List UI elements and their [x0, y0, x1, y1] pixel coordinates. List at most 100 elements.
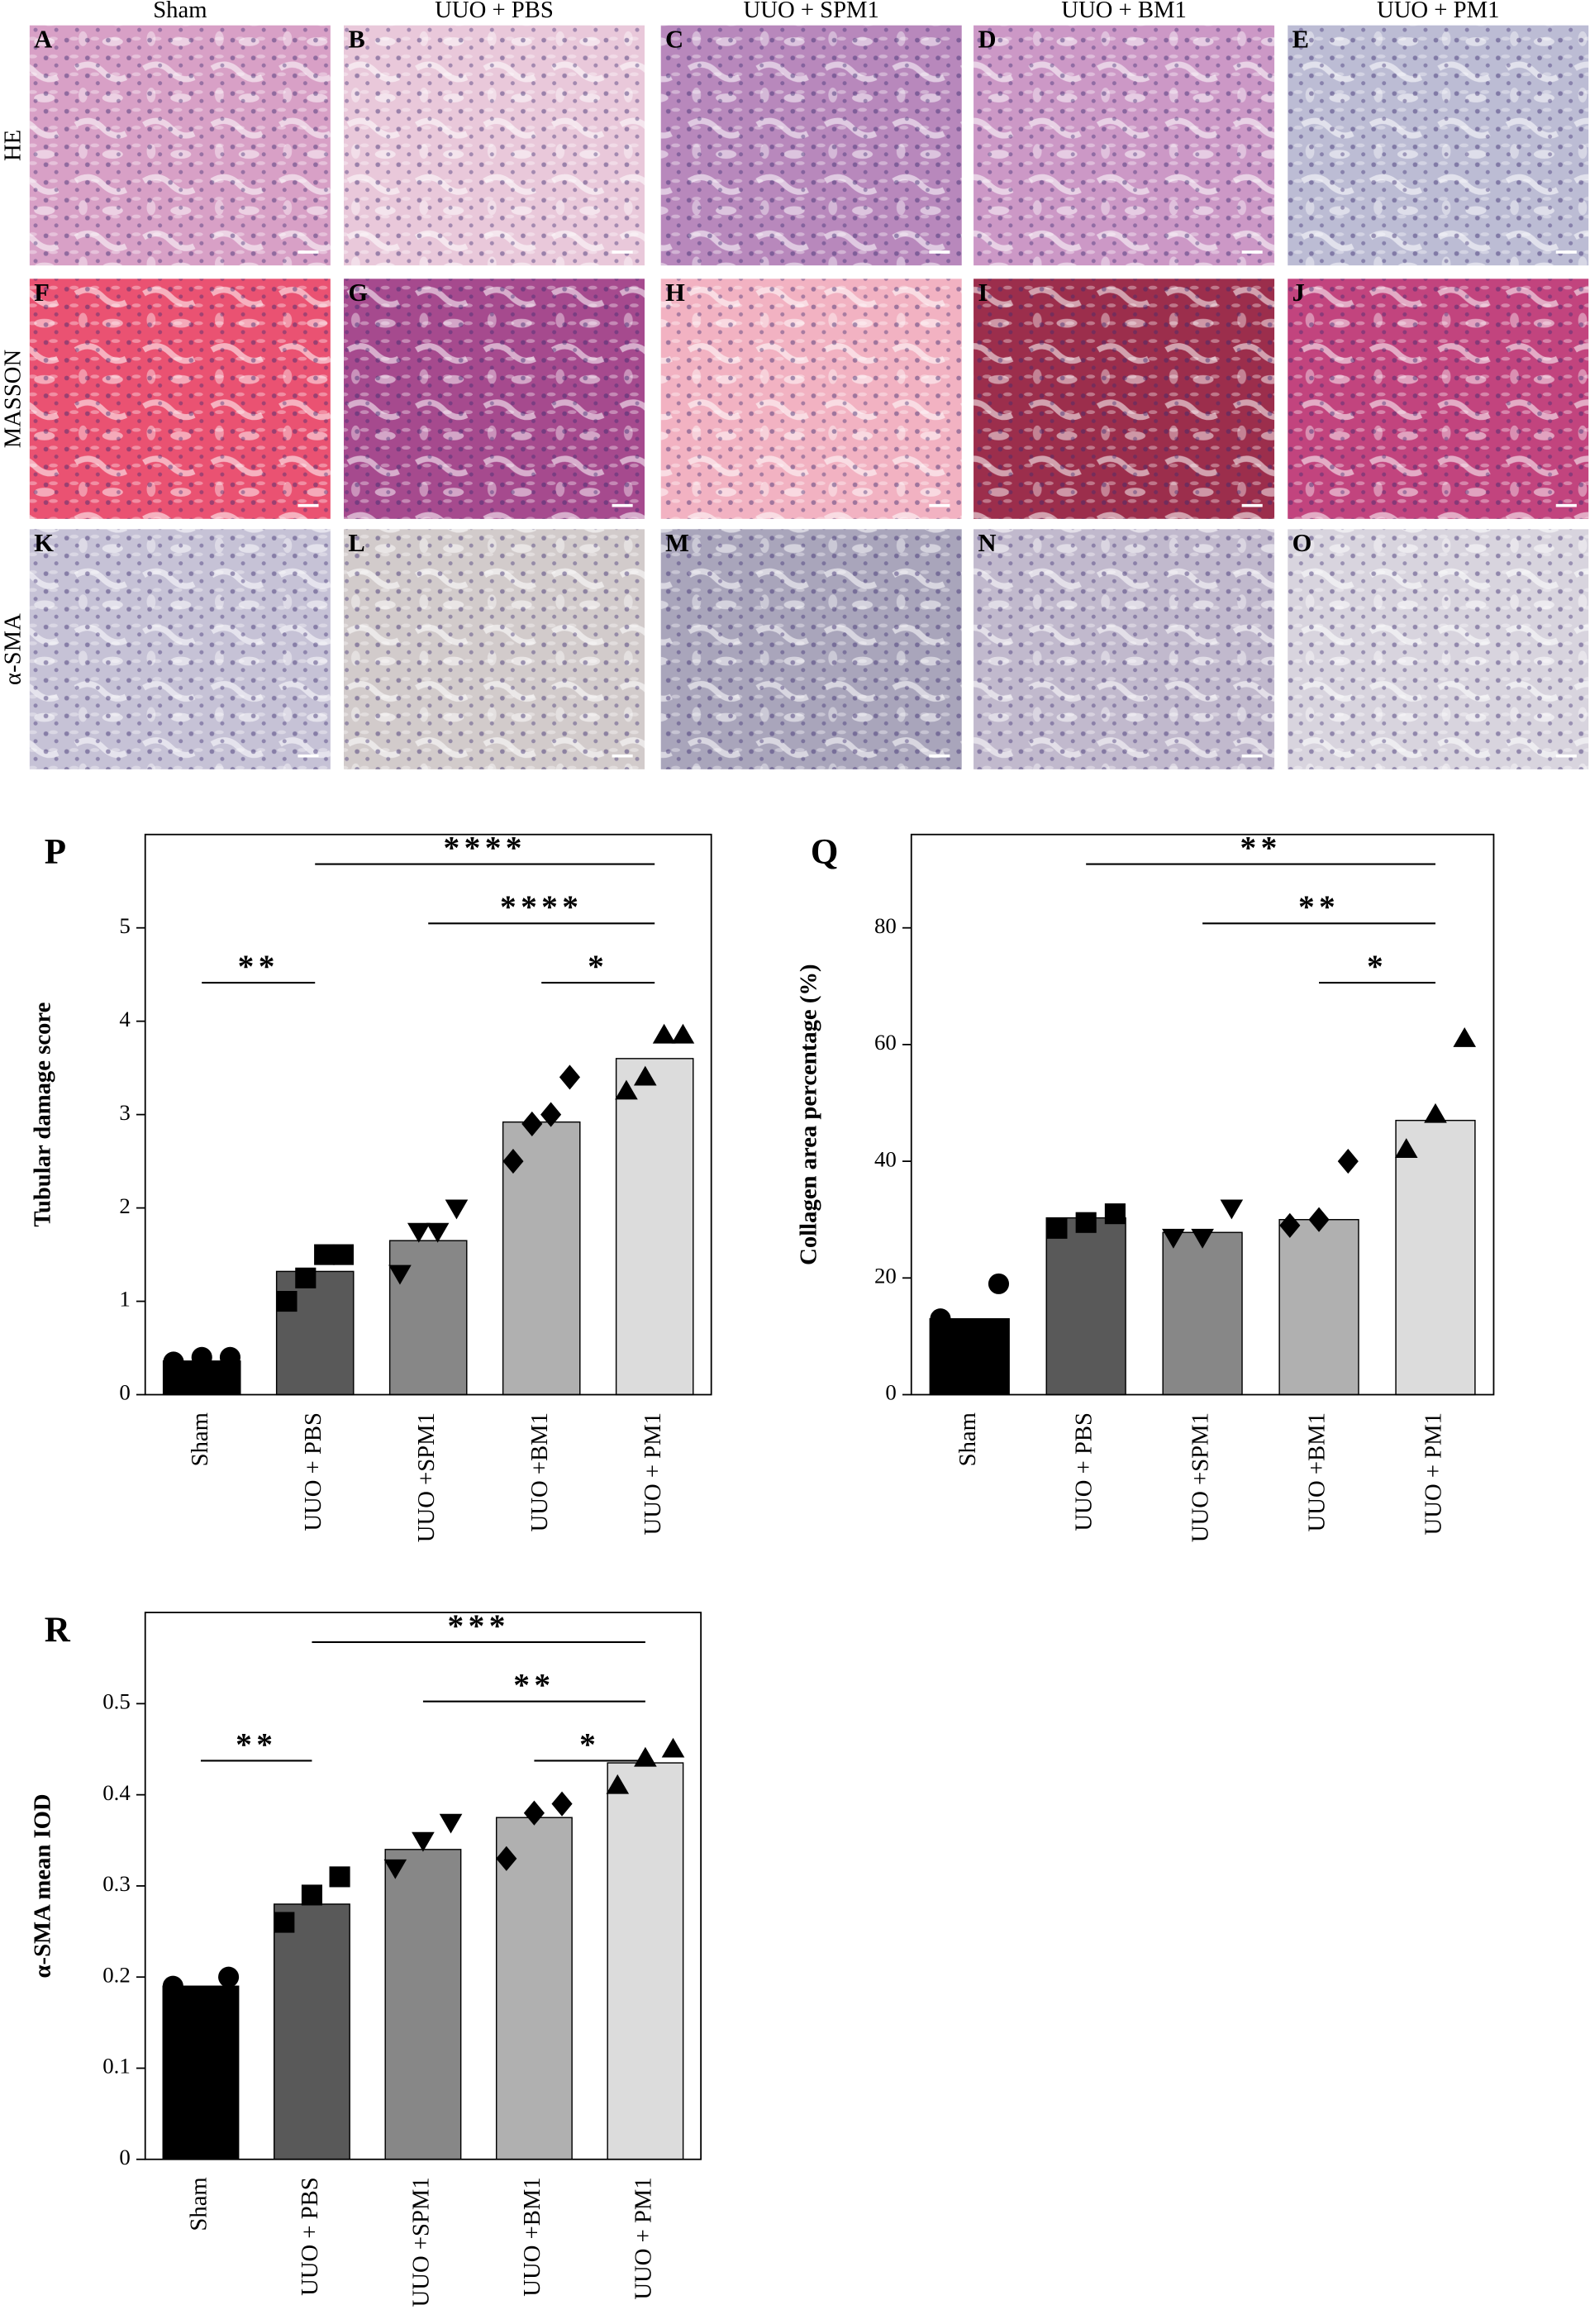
- row-label: α-SMA: [0, 613, 26, 685]
- panel-letter: M: [665, 529, 689, 557]
- y-tick-label: 0: [119, 2145, 130, 2169]
- x-tick-label: Sham: [187, 1412, 213, 1466]
- data-point: [634, 1746, 657, 1767]
- x-tick-label: UUO +SPM1: [1188, 1412, 1214, 1542]
- bar: [929, 1318, 1010, 1396]
- y-axis-label: Collagen area percentage (%): [795, 964, 821, 1264]
- data-point: [671, 1023, 695, 1044]
- data-point: [162, 1975, 183, 1997]
- panel-letter: D: [978, 25, 996, 53]
- micrograph-texture: [344, 25, 645, 266]
- data-point: [1075, 1212, 1097, 1233]
- data-point: [1191, 1228, 1214, 1249]
- y-tick-label: 0: [119, 1380, 130, 1405]
- column-header: UUO + BM1: [1061, 0, 1187, 23]
- micrograph-texture: [29, 25, 331, 266]
- y-tick-label: 0.5: [102, 1689, 131, 1714]
- x-tick-label: UUO +BM1: [526, 1412, 553, 1531]
- micrograph-texture: [344, 529, 645, 769]
- data-point: [191, 1346, 212, 1368]
- column-header: UUO + PM1: [1377, 0, 1499, 23]
- significance-label: *: [1367, 948, 1388, 984]
- scale-bar: [929, 250, 950, 254]
- scale-bar: [298, 754, 319, 758]
- y-tick-label: 0: [885, 1380, 896, 1405]
- panel-letter: L: [348, 529, 364, 557]
- column-header: UUO + SPM1: [744, 0, 879, 23]
- data-point: [633, 1065, 657, 1086]
- micrograph-texture: [974, 25, 1275, 266]
- data-point: [496, 1845, 517, 1871]
- significance-label: *: [588, 948, 608, 984]
- x-tick-label: UUO +BM1: [519, 2177, 545, 2296]
- data-point: [383, 1859, 407, 1879]
- x-tick-label: Sham: [954, 1412, 981, 1466]
- data-point: [301, 1884, 322, 1906]
- data-point: [412, 1831, 435, 1852]
- bar: [1278, 1218, 1359, 1396]
- micrograph-texture: [344, 279, 645, 519]
- scale-bar: [298, 250, 319, 254]
- micrograph-texture: [29, 279, 331, 519]
- column-header: UUO + PBS: [435, 0, 554, 23]
- panel-letter: F: [34, 279, 50, 307]
- micrograph-texture: [1288, 279, 1589, 519]
- bar: [384, 1849, 462, 2160]
- data-point: [606, 1774, 630, 1794]
- data-point: [523, 1800, 545, 1826]
- data-point: [276, 1291, 298, 1312]
- scale-bar: [1241, 503, 1263, 507]
- scale-bar: [612, 503, 633, 507]
- bar: [615, 1058, 694, 1396]
- data-point: [329, 1866, 350, 1888]
- y-tick-label: 80: [874, 913, 897, 938]
- data-point: [219, 1346, 241, 1368]
- bar: [162, 1985, 240, 2160]
- x-tick-label: UUO +BM1: [1304, 1412, 1331, 1531]
- y-tick-label: 3: [119, 1100, 130, 1125]
- data-point: [426, 1222, 450, 1243]
- y-tick-label: 2: [119, 1193, 130, 1218]
- plot-frame: [910, 833, 1495, 1396]
- data-point: [163, 1351, 184, 1373]
- data-point: [1162, 1228, 1185, 1249]
- data-point: [521, 1111, 543, 1136]
- data-point: [502, 1149, 524, 1174]
- x-tick-label: UUO + PBS: [1071, 1412, 1097, 1531]
- data-point: [615, 1079, 638, 1100]
- y-tick-label: 0.1: [102, 2054, 131, 2079]
- y-tick-label: 60: [874, 1030, 897, 1055]
- y-tick-label: 0.3: [102, 1871, 131, 1896]
- data-point: [295, 1267, 317, 1288]
- bar: [275, 1270, 355, 1396]
- data-point: [1220, 1199, 1244, 1220]
- significance-label: ****: [444, 829, 526, 865]
- micrograph-texture: [974, 279, 1275, 519]
- scale-bar: [1555, 503, 1577, 507]
- data-point: [551, 1791, 573, 1817]
- y-tick-label: 0.2: [102, 1962, 131, 1987]
- significance-label: *: [579, 1726, 600, 1762]
- data-point: [218, 1966, 240, 1988]
- x-tick-label: UUO + PM1: [1421, 1412, 1447, 1535]
- data-point: [388, 1264, 412, 1285]
- scale-bar: [929, 754, 950, 758]
- panel-letter: O: [1292, 529, 1312, 557]
- scale-bar: [612, 250, 633, 254]
- panel-label: R: [45, 1611, 71, 1650]
- bar: [1045, 1217, 1126, 1396]
- scale-bar: [929, 503, 950, 507]
- column-header: Sham: [153, 0, 207, 23]
- bar: [388, 1240, 468, 1396]
- y-tick-label: 1: [119, 1287, 130, 1312]
- panel-letter: E: [1292, 25, 1309, 53]
- x-tick-label: UUO +SPM1: [413, 1412, 440, 1542]
- micrograph-texture: [660, 529, 962, 769]
- panel-letter: N: [978, 529, 996, 557]
- bar: [1162, 1231, 1243, 1396]
- data-point: [930, 1308, 951, 1330]
- micrograph-texture: [1288, 529, 1589, 769]
- scale-bar: [1241, 250, 1263, 254]
